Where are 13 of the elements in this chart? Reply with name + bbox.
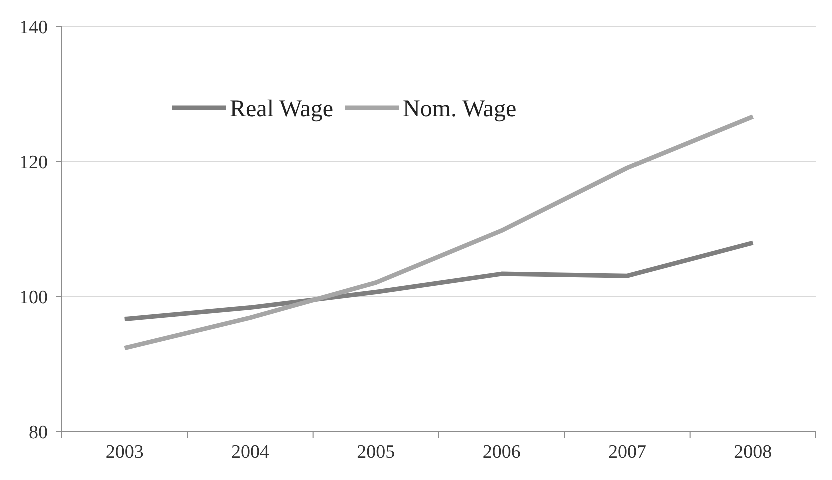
x-tick-label: 2003 <box>106 442 144 463</box>
x-tick-label: 2005 <box>357 442 396 463</box>
line-series <box>122 240 756 322</box>
x-tick-label: 2008 <box>734 442 772 463</box>
x-tick-label: 2006 <box>482 442 521 463</box>
x-tick-label: 2007 <box>608 442 646 463</box>
y-tick-label: 80 <box>29 422 48 444</box>
legend-label: Real Wage <box>230 96 334 122</box>
x-tick-label: 2004 <box>232 442 270 463</box>
y-tick-label: 140 <box>20 18 48 39</box>
y-tick-label: 100 <box>20 288 48 309</box>
y-tick-label: 120 <box>20 152 48 174</box>
legend-label: Nom. Wage <box>403 96 517 122</box>
